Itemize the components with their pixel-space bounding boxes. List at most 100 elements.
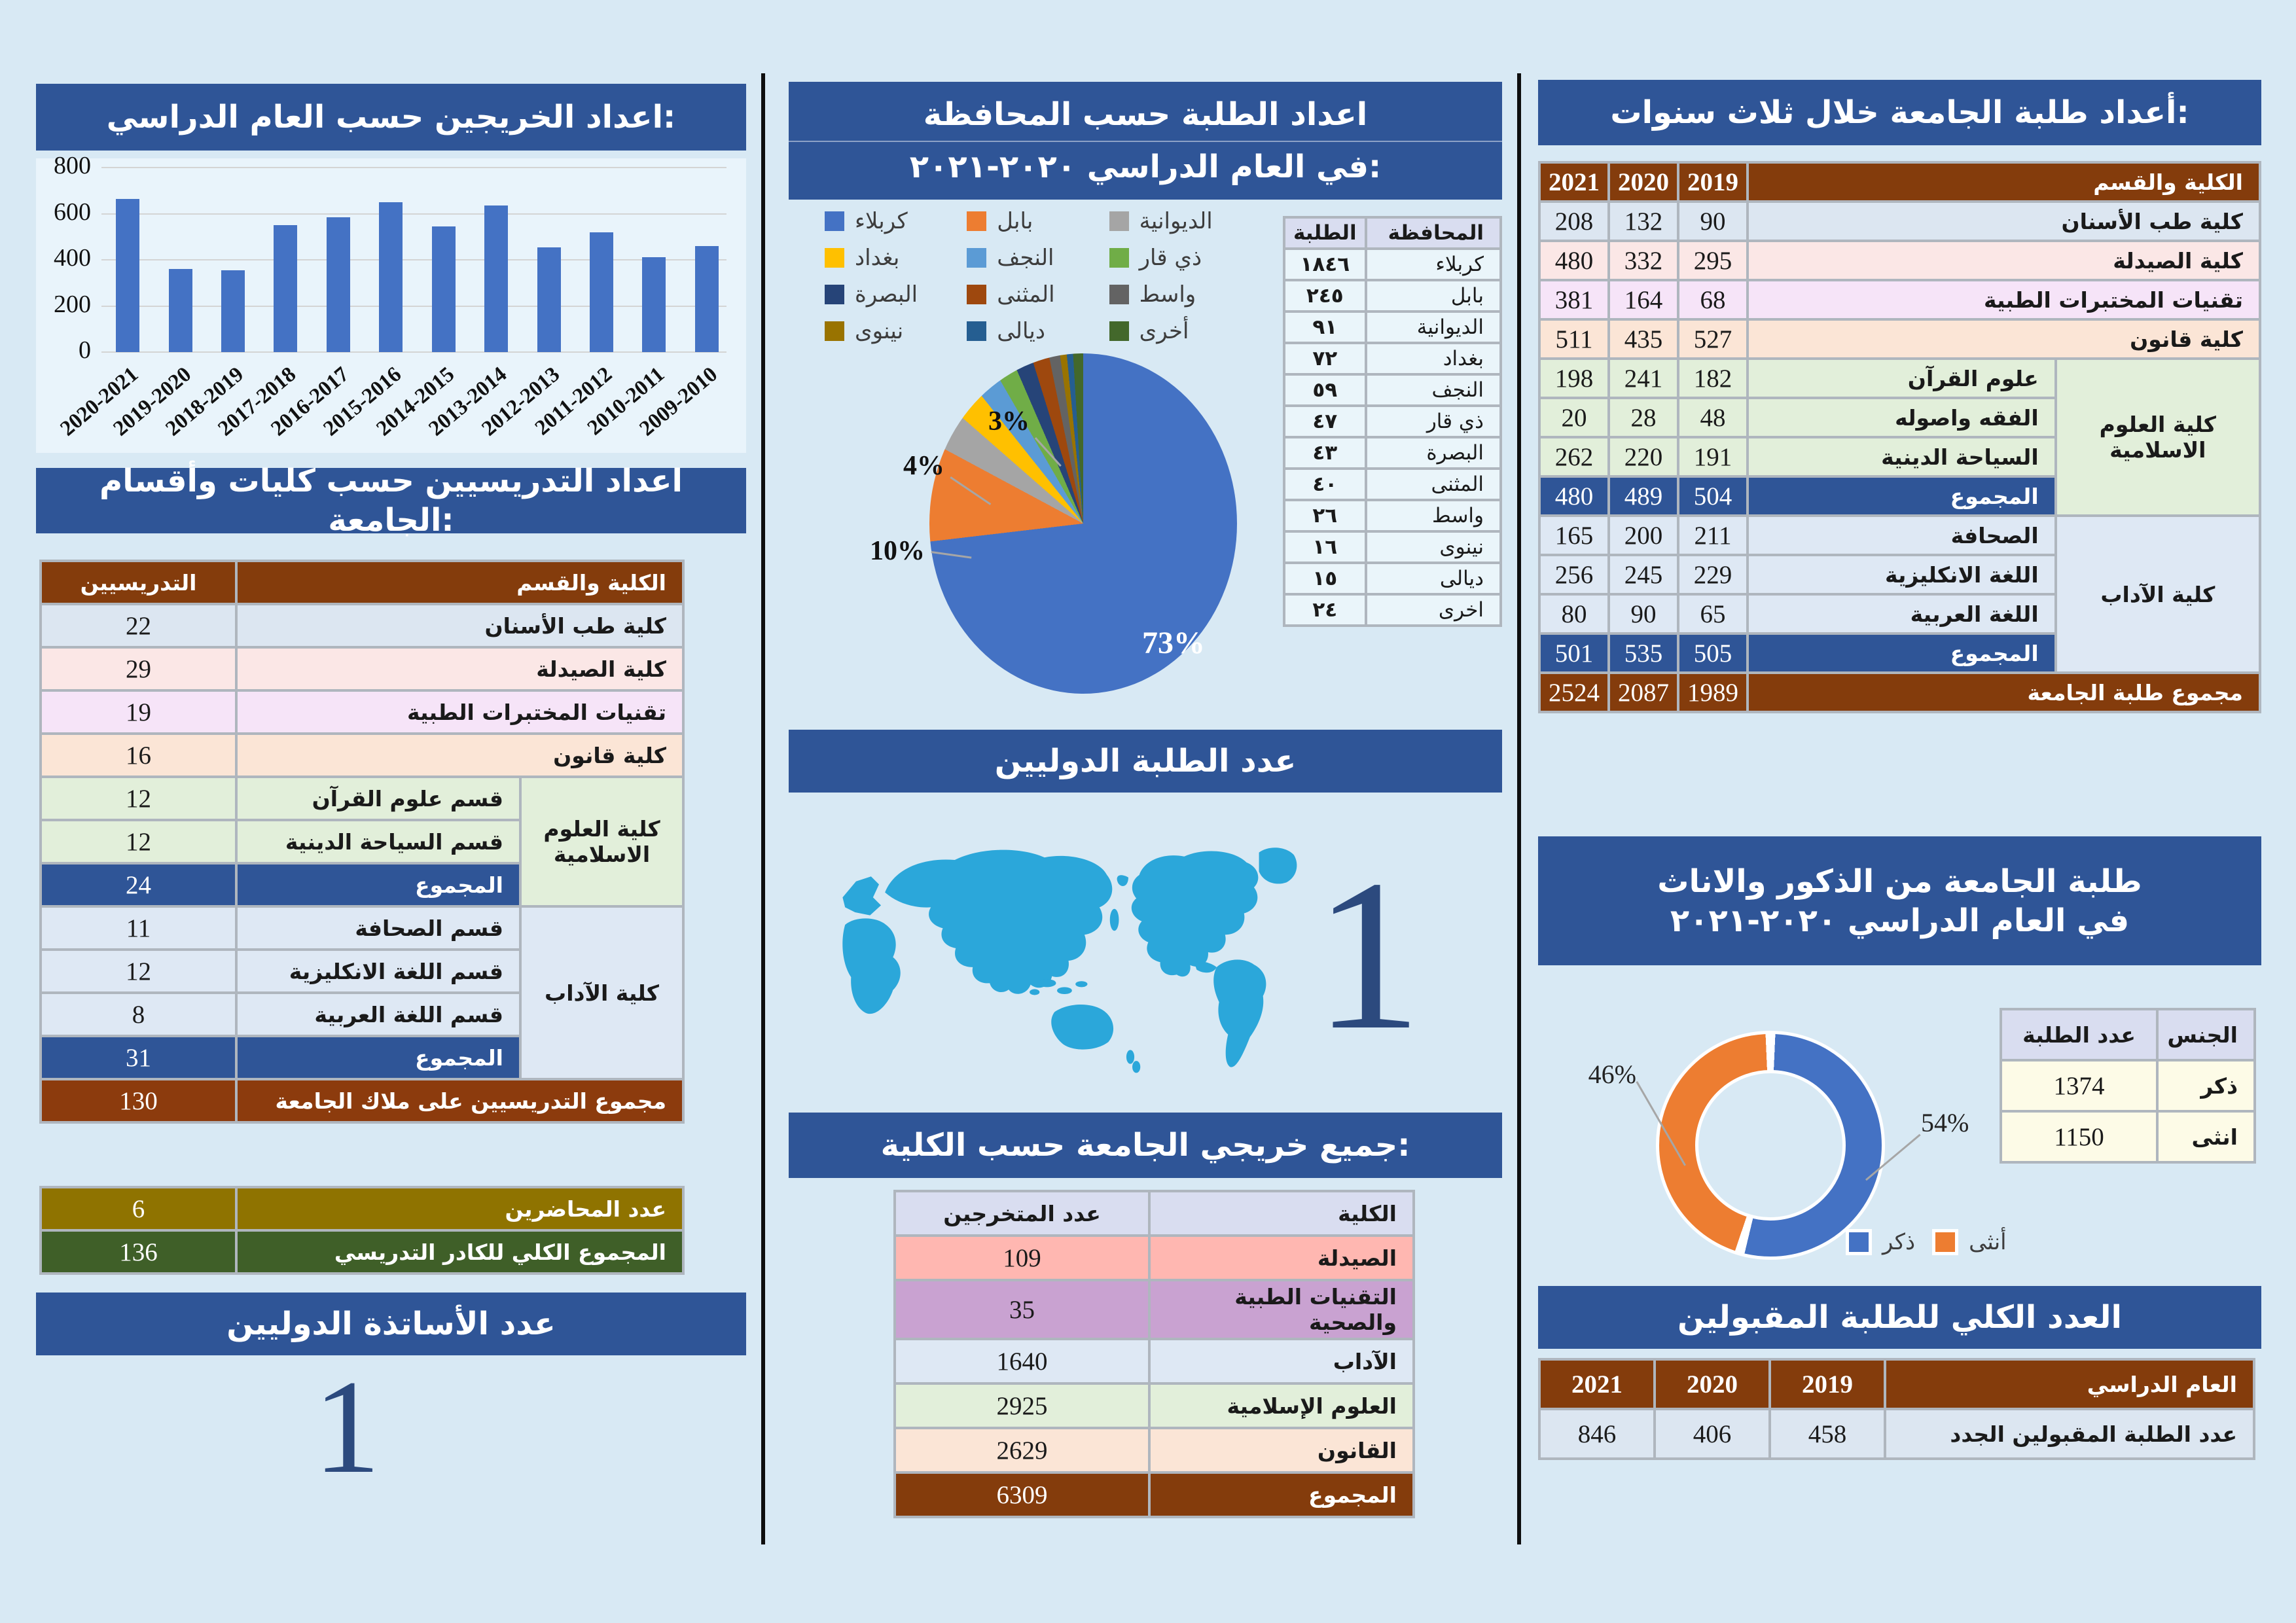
cell: المجموع الكلي للكادر التدريسي xyxy=(238,1232,682,1272)
middle-column: اعداد الطلبة حسب المحافظة في العام الدرا… xyxy=(789,0,1502,1623)
bar-2009-2010 xyxy=(694,245,719,352)
cell: 846 xyxy=(1541,1410,1653,1457)
intl-professors-count: 1 xyxy=(313,1353,381,1501)
cell: 6 xyxy=(42,1188,235,1229)
cell: 511 xyxy=(1541,321,1608,357)
cell: ١٦ xyxy=(1285,533,1365,562)
legend-swatch xyxy=(967,285,987,304)
title-line-2: في العام الدراسي ٢٠٢٠-٢٠٢١: xyxy=(909,149,1382,185)
cell: 2087 xyxy=(1610,674,1677,711)
accepted-table: العام الدراسي 2019 2020 2021 عدد الطلبة المق… xyxy=(1538,1358,2255,1460)
legend-swatch xyxy=(967,248,987,268)
cell: 8 xyxy=(42,994,235,1035)
cell: تقنيات المختبرات الطبية xyxy=(1749,281,2259,318)
title-text: اعداد التدريسيين حسب كليات وأقسام الجامع… xyxy=(99,463,683,539)
bar-2015-2016 xyxy=(379,202,403,352)
bar-2014-2015 xyxy=(431,226,456,352)
cell: 80 xyxy=(1541,596,1608,632)
graduates-table: الكلية عدد المتخرجين الصيدلة 109 التقنيات ال… xyxy=(893,1190,1415,1518)
legend-item-أنثى: أنثى xyxy=(1932,1229,2007,1255)
title-line-2: في العام الدراسي ٢٠٢٠-٢٠٢١ xyxy=(1670,902,2130,939)
three-years-title: أعداد طلبة الجامعة خلال ثلاث سنوات: xyxy=(1538,80,2261,145)
pie-label-babel: 10% xyxy=(870,536,925,566)
header-cell: الطلبة xyxy=(1285,219,1365,247)
header-cell: المحافظة xyxy=(1367,219,1499,247)
cell: 2925 xyxy=(896,1385,1148,1427)
legend-swatch xyxy=(967,211,987,231)
teachers-title: اعداد التدريسيين حسب كليات وأقسام الجامع… xyxy=(36,463,746,539)
cell: 164 xyxy=(1610,281,1677,318)
gender-section: 54% 46% الجنس عدد الطلبة ذكر 1374 انثى 1150 ذ… xyxy=(1538,969,2261,1283)
legend-label: بابل xyxy=(997,208,1033,234)
cell: عدد المحاضرين xyxy=(238,1188,682,1229)
cell: 24 xyxy=(42,865,235,905)
title-text: اعداد الخريجين حسب العام الدراسي: xyxy=(106,99,676,135)
title-line-1: اعداد الطلبة حسب المحافظة xyxy=(789,95,1502,142)
cell: عدد الطلبة المقبولين الجدد xyxy=(1886,1410,2253,1457)
legend-label: كربلاء xyxy=(855,208,908,234)
world-map xyxy=(795,812,1319,1093)
graduates-by-year-title: اعداد الخريجين حسب العام الدراسي: xyxy=(36,84,746,151)
cell: قسم الصحافة xyxy=(238,908,519,948)
header-cell: 2020 xyxy=(1656,1361,1768,1408)
header-cell: 2021 xyxy=(1541,164,1608,200)
cell: 200 xyxy=(1610,517,1677,554)
teachers-table: الكلية والقسم التدريسيين كلية طب الأسنان 22… xyxy=(39,560,685,1124)
title-text: عدد الطلبة الدوليين xyxy=(994,743,1297,779)
cell: ديالى xyxy=(1367,564,1499,593)
cell: 381 xyxy=(1541,281,1608,318)
teachers-extra-table: عدد المحاضرين 6 المجموع الكلي للكادر التدر… xyxy=(39,1186,685,1275)
legend-label: ذي قار xyxy=(1139,245,1202,271)
male-percent-label: 54% xyxy=(1921,1108,1969,1137)
title-text: جميع خريجي الجامعة حسب الكلية: xyxy=(880,1127,1410,1164)
cell: كلية العلوم الاسلامية xyxy=(2056,360,2259,514)
cell: المجموع xyxy=(1151,1474,1412,1516)
ytick: 200 xyxy=(54,290,91,318)
legend-label: نينوى xyxy=(855,318,904,344)
legend-item-أخرى: أخرى xyxy=(1109,318,1250,344)
data-table: الكلية والقسم 2019 2020 2021 كلية طب الأسنان… xyxy=(1538,161,2261,713)
legend-label: بغداد xyxy=(855,245,900,271)
legend-item-نينوى: نينوى xyxy=(825,318,947,344)
bar-2019-2020 xyxy=(168,269,192,352)
cell: 12 xyxy=(42,951,235,991)
legend-item-البصرة: البصرة xyxy=(825,281,947,308)
header-cell: الجنس xyxy=(2159,1010,2253,1059)
legend-swatch xyxy=(1932,1229,1959,1255)
legend-item-واسط: واسط xyxy=(1109,281,1250,308)
gridline xyxy=(101,259,726,260)
cell: البصرة xyxy=(1367,438,1499,467)
cell: 211 xyxy=(1679,517,1747,554)
legend-swatch xyxy=(1109,248,1129,268)
ytick: 0 xyxy=(79,336,91,364)
cell: ٢٦ xyxy=(1285,501,1365,530)
cell: 130 xyxy=(42,1080,235,1121)
cell: 35 xyxy=(896,1281,1148,1338)
header-cell: الكلية والقسم xyxy=(238,562,682,603)
cell: 6309 xyxy=(896,1474,1148,1516)
gender-title: طلبة الجامعة من الذكور والاناث في العام … xyxy=(1538,836,2261,965)
header-cell: التدريسيين xyxy=(42,562,235,603)
intl-students-title: عدد الطلبة الدوليين xyxy=(789,730,1502,793)
right-column: أعداد طلبة الجامعة خلال ثلاث سنوات: الكل… xyxy=(1538,0,2261,1623)
cell: نينوى xyxy=(1367,533,1499,562)
cell: قسم اللغة العربية xyxy=(238,994,519,1035)
cell: اللغة الانكليزية xyxy=(1749,556,2054,593)
cell: 198 xyxy=(1541,360,1608,397)
cell: المجموع xyxy=(1749,478,2054,514)
gridline xyxy=(101,167,726,168)
intl-professors-title: عدد الأساتذة الدوليين xyxy=(36,1293,746,1355)
cell: ١٥ xyxy=(1285,564,1365,593)
cell: ذكر xyxy=(2159,1061,2253,1110)
cell: 12 xyxy=(42,778,235,819)
legend-swatch xyxy=(1109,285,1129,304)
legend-label: النجف xyxy=(997,245,1054,271)
cell: 65 xyxy=(1679,596,1747,632)
cell: 480 xyxy=(1541,478,1608,514)
province-pie-chart xyxy=(929,353,1237,694)
cell: كلية الصيدلة xyxy=(1749,242,2259,279)
cell: 256 xyxy=(1541,556,1608,593)
legend-label: ذكر xyxy=(1882,1229,1916,1255)
cell: اخرى xyxy=(1367,596,1499,624)
legend-swatch xyxy=(967,321,987,341)
